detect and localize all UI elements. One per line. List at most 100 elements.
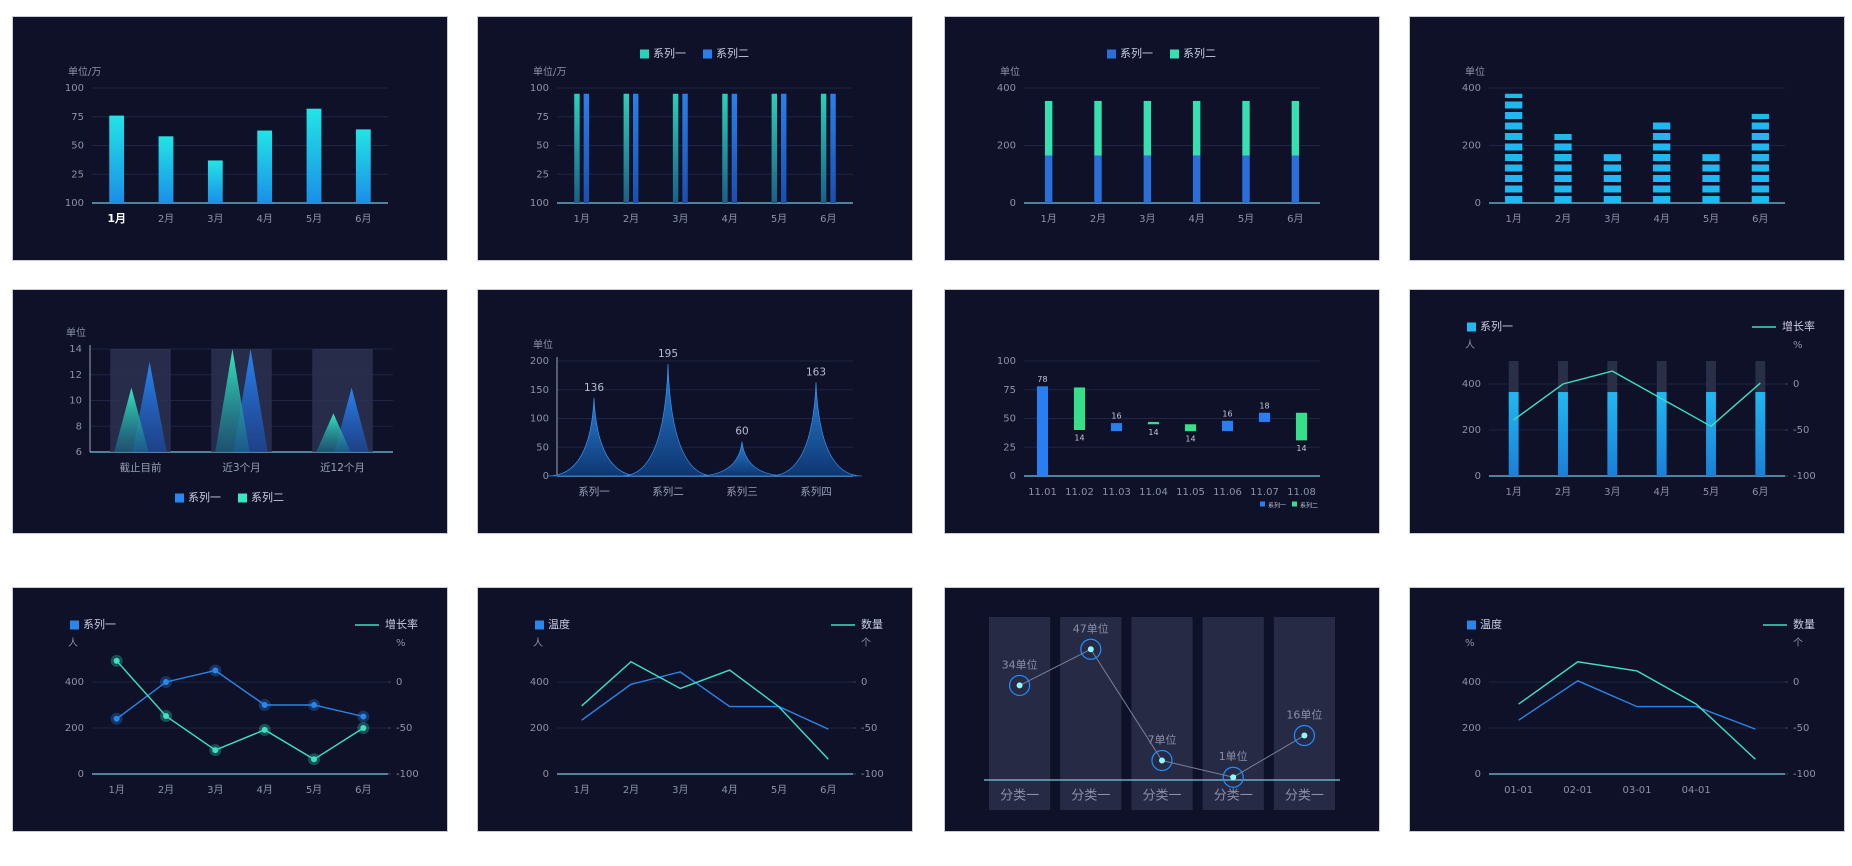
- bar: [722, 93, 728, 203]
- bar-piece: [1554, 143, 1572, 151]
- bar-segment: [1044, 100, 1053, 156]
- bar: [158, 136, 174, 203]
- y-axis-label: 单位/万: [68, 65, 101, 78]
- bar-piece: [1505, 93, 1523, 98]
- x-tick-label: 分类一: [1285, 789, 1324, 804]
- bar-piece: [1505, 122, 1523, 130]
- legend-symbol: [1260, 501, 1265, 507]
- x-tick-label: 5月: [771, 784, 787, 796]
- x-tick-label: 2月: [1090, 213, 1106, 225]
- y-tick-label: 50: [536, 141, 549, 152]
- legend-label: 系列二: [716, 46, 749, 60]
- bar-piece: [1751, 113, 1769, 119]
- panel-bg: [944, 16, 1380, 261]
- y2-tick-label: -50: [396, 723, 412, 734]
- y-tick-label: 0: [78, 769, 84, 780]
- legend-label: 系列二: [251, 490, 284, 504]
- y-tick-label: 200: [530, 723, 549, 734]
- y-tick-label: 200: [530, 356, 549, 367]
- bar-piece: [1554, 134, 1572, 140]
- point: [1016, 682, 1023, 689]
- bar-label: 18: [1259, 401, 1269, 410]
- y-tick-label: 100: [65, 198, 84, 209]
- line: [116, 669, 364, 720]
- y-tick-label: 12: [69, 370, 82, 381]
- bar-piece: [1653, 133, 1671, 140]
- category-bg: [988, 617, 1051, 810]
- x-tick-label: 6月: [820, 784, 836, 796]
- value-label: 47单位: [1073, 621, 1109, 635]
- bar-label: 14: [1296, 444, 1306, 453]
- bar: [583, 93, 590, 203]
- y-tick-label: 50: [1003, 414, 1016, 425]
- y-axis-label: 单位/万: [533, 65, 566, 78]
- y-tick-label: 75: [71, 112, 84, 123]
- x-tick-label: 04-01: [1682, 785, 1711, 796]
- legend-symbol: [535, 620, 544, 630]
- bar-piece: [1653, 154, 1671, 161]
- legend-symbol: [1467, 322, 1476, 332]
- value-label: 163: [806, 366, 826, 378]
- y-tick-label: 100: [530, 83, 549, 94]
- x-tick-label: 11.06: [1213, 487, 1242, 498]
- x-tick-label: 截止目前: [120, 461, 162, 474]
- chart-panel: 0 200 400 -100 -50 0 人 % 1月 2月 3月 4月 5月 6月 系列一 增长率: [1409, 289, 1845, 534]
- bar: [257, 130, 273, 203]
- x-tick-label: 分类一: [1000, 789, 1039, 804]
- bar-piece: [1751, 196, 1769, 203]
- panel-bg: [12, 16, 448, 261]
- bar-piece: [1653, 164, 1671, 172]
- bar-piece: [1702, 175, 1720, 182]
- panel-bg: [1409, 289, 1845, 534]
- bar-piece: [1505, 112, 1523, 119]
- bar-segment: [1143, 100, 1152, 156]
- line: [1518, 680, 1756, 730]
- x-tick-label: 5月: [306, 784, 322, 796]
- legend-symbol: [238, 493, 247, 503]
- chart-panel: 0 200 400 -100 -50 0 人 个 1月 2月 3月 4月 5月 6月 温度 数量: [477, 587, 913, 832]
- bar-piece: [1505, 164, 1523, 172]
- x-tick-label: 系列四: [800, 485, 832, 498]
- bar-piece: [1653, 185, 1671, 193]
- marker: [163, 713, 169, 720]
- x-tick-label: 5月: [1238, 213, 1254, 225]
- panel-bg: [1409, 587, 1845, 832]
- point-ring: [1008, 674, 1031, 697]
- chart-panel: 100 25 50 75 100 单位/万 1月 2月 3月 4月 5月 6月: [12, 16, 448, 261]
- bar: [1558, 392, 1568, 476]
- spike: [622, 363, 714, 477]
- x-tick-label: 分类一: [1071, 789, 1110, 804]
- bar: [207, 160, 223, 203]
- bar-piece: [1702, 196, 1720, 203]
- line: [1513, 370, 1761, 428]
- x-tick-label: 4月: [1653, 486, 1669, 498]
- y-tick-label: 0: [1475, 471, 1481, 482]
- panel-bg: [477, 289, 913, 534]
- x-tick-label: 1月: [107, 212, 126, 225]
- bar-piece: [1505, 101, 1523, 109]
- bar: [574, 93, 580, 203]
- x-tick-label: 6月: [355, 784, 371, 796]
- y-axis-label: 人: [68, 637, 78, 649]
- marker: [212, 747, 219, 754]
- bar-piece: [1554, 164, 1572, 172]
- x-tick-label: 2月: [1555, 213, 1571, 225]
- bar-segment: [1094, 100, 1102, 156]
- x-tick-label: 6月: [355, 213, 371, 225]
- x-tick-label: 11.05: [1176, 487, 1205, 498]
- x-tick-label: 1月: [1040, 213, 1056, 225]
- x-tick-label: 近12个月: [320, 461, 365, 474]
- bar-piece: [1751, 164, 1769, 172]
- bar: [1258, 412, 1271, 422]
- x-tick-label: 6月: [1287, 213, 1303, 225]
- y-tick-label: 100: [997, 356, 1016, 367]
- bar: [1221, 420, 1234, 432]
- x-tick-label: 近3个月: [222, 461, 260, 474]
- bar-piece: [1603, 175, 1621, 182]
- legend-label: 温度: [1480, 617, 1502, 631]
- y-tick-label: 200: [997, 141, 1016, 152]
- legend-label: 系列一: [1268, 502, 1286, 510]
- bar-piece: [1653, 196, 1671, 203]
